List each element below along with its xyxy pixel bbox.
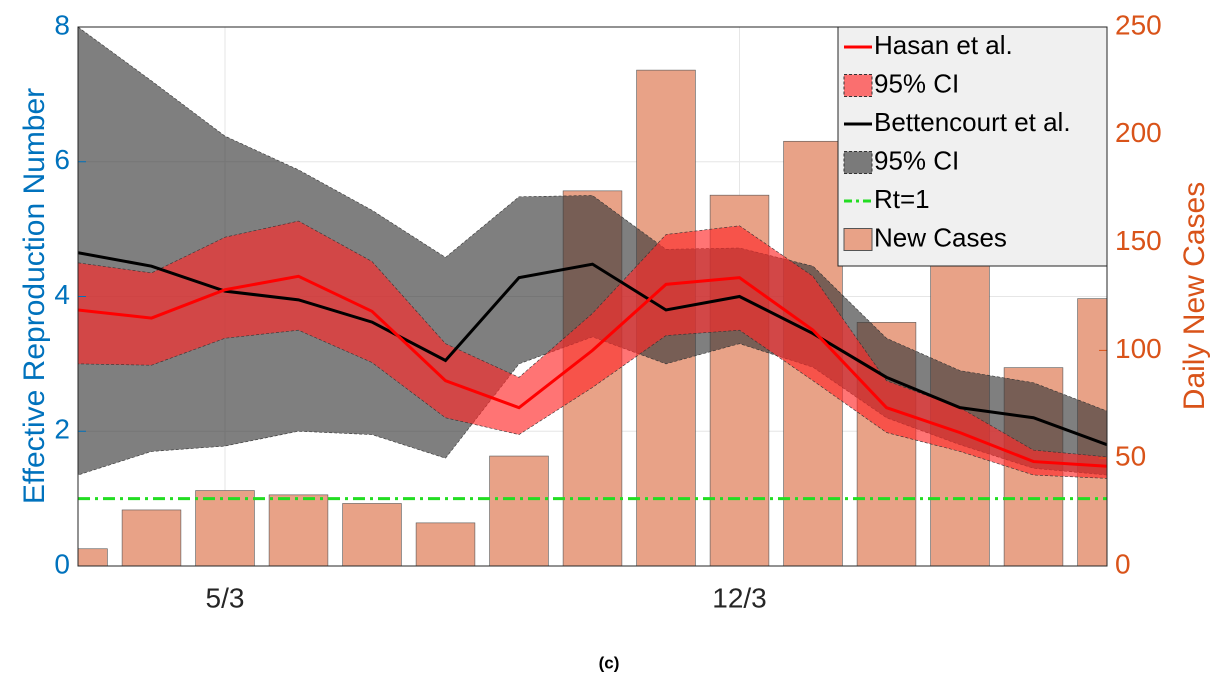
bar bbox=[342, 503, 402, 566]
caption: (c) bbox=[599, 653, 620, 672]
legend-label: 95% CI bbox=[874, 145, 959, 175]
legend-swatch bbox=[843, 228, 873, 251]
y2-axis-label: Daily New Cases bbox=[1178, 182, 1211, 410]
y-axis-label: Effective Reproduction Number bbox=[18, 88, 51, 504]
legend-box bbox=[837, 26, 1108, 267]
bar bbox=[78, 548, 108, 566]
y-tick-label: 2 bbox=[54, 414, 70, 445]
line bbox=[78, 251, 1107, 447]
y2-tick-label: 100 bbox=[1115, 333, 1162, 364]
y2-tick-label: 250 bbox=[1115, 9, 1162, 40]
y2-tick-label: 50 bbox=[1115, 441, 1146, 472]
x-tick-label: 5/3 bbox=[206, 582, 245, 613]
legend-label: Hasan et al. bbox=[874, 30, 1013, 60]
y-tick-label: 4 bbox=[54, 279, 70, 310]
y2-tick-label: 200 bbox=[1115, 117, 1162, 148]
line bbox=[78, 274, 1107, 468]
bar bbox=[415, 522, 476, 566]
y-tick-label: 0 bbox=[54, 548, 70, 579]
bar bbox=[268, 494, 329, 566]
bar bbox=[195, 490, 255, 566]
legend-label: New Cases bbox=[874, 222, 1007, 252]
x-tick-label: 12/3 bbox=[712, 582, 767, 613]
y2-tick-label: 150 bbox=[1115, 225, 1162, 256]
y-tick-label: 6 bbox=[54, 144, 70, 175]
legend-swatch bbox=[843, 151, 873, 174]
bar bbox=[121, 509, 182, 566]
bar bbox=[489, 455, 549, 566]
y2-tick-label: 0 bbox=[1115, 548, 1131, 579]
plot-area bbox=[78, 27, 1107, 566]
y-tick-label: 8 bbox=[54, 9, 70, 40]
legend-label: 95% CI bbox=[874, 68, 959, 98]
legend-label: Rt=1 bbox=[874, 184, 930, 214]
axes-box bbox=[77, 26, 1108, 567]
legend-label: Bettencourt et al. bbox=[874, 107, 1071, 137]
legend-swatch bbox=[843, 74, 873, 97]
